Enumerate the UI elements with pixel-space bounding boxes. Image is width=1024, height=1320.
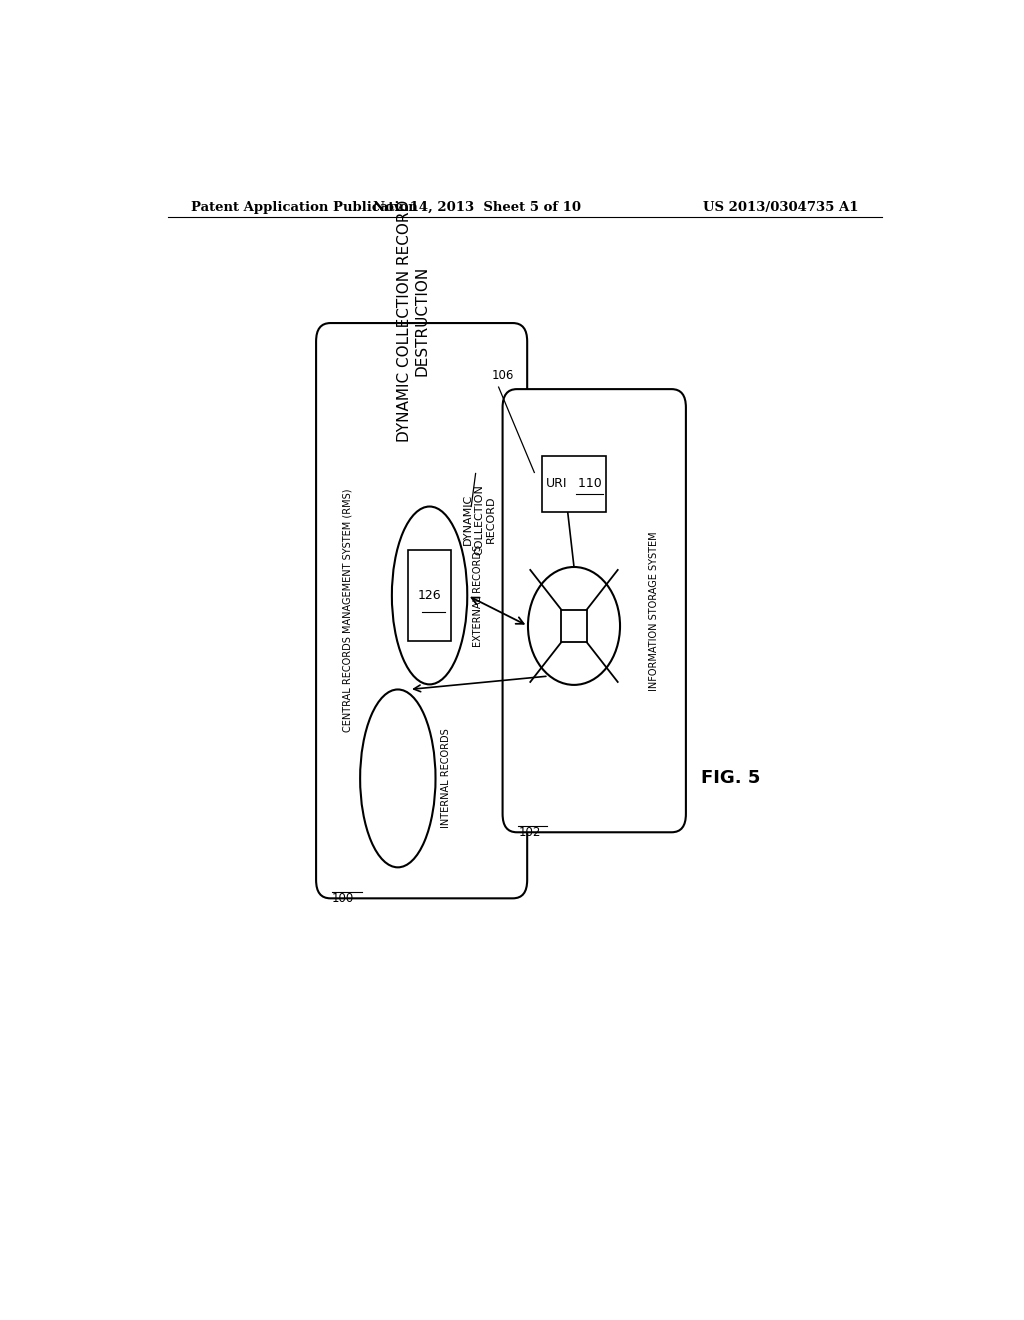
- Text: DYNAMIC
COLLECTION
RECORD: DYNAMIC COLLECTION RECORD: [463, 484, 497, 554]
- Ellipse shape: [360, 689, 435, 867]
- Circle shape: [528, 568, 621, 685]
- Bar: [543, 455, 606, 512]
- Bar: [561, 610, 587, 642]
- Ellipse shape: [392, 507, 467, 684]
- Text: FIG. 5: FIG. 5: [701, 770, 761, 788]
- Text: 102: 102: [518, 826, 541, 840]
- Text: Nov. 14, 2013  Sheet 5 of 10: Nov. 14, 2013 Sheet 5 of 10: [373, 201, 582, 214]
- FancyBboxPatch shape: [316, 323, 527, 899]
- Text: Patent Application Publication: Patent Application Publication: [191, 201, 418, 214]
- Text: 100: 100: [332, 892, 354, 906]
- Text: DYNAMIC COLLECTION RECORD
DESTRUCTION: DYNAMIC COLLECTION RECORD DESTRUCTION: [397, 199, 430, 442]
- Text: INFORMATION STORAGE SYSTEM: INFORMATION STORAGE SYSTEM: [649, 531, 659, 690]
- Text: CENTRAL RECORDS MANAGEMENT SYSTEM (RMS): CENTRAL RECORDS MANAGEMENT SYSTEM (RMS): [343, 488, 353, 733]
- Bar: [408, 549, 452, 642]
- Text: 106: 106: [492, 370, 514, 381]
- Text: URI: URI: [546, 477, 567, 490]
- Text: US 2013/0304735 A1: US 2013/0304735 A1: [702, 201, 858, 214]
- FancyBboxPatch shape: [503, 389, 686, 833]
- Text: 110: 110: [574, 477, 602, 490]
- Text: EXTERNAL RECORDS: EXTERNAL RECORDS: [473, 544, 482, 647]
- Text: INTERNAL RECORDS: INTERNAL RECORDS: [441, 729, 451, 828]
- Text: 126: 126: [418, 589, 441, 602]
